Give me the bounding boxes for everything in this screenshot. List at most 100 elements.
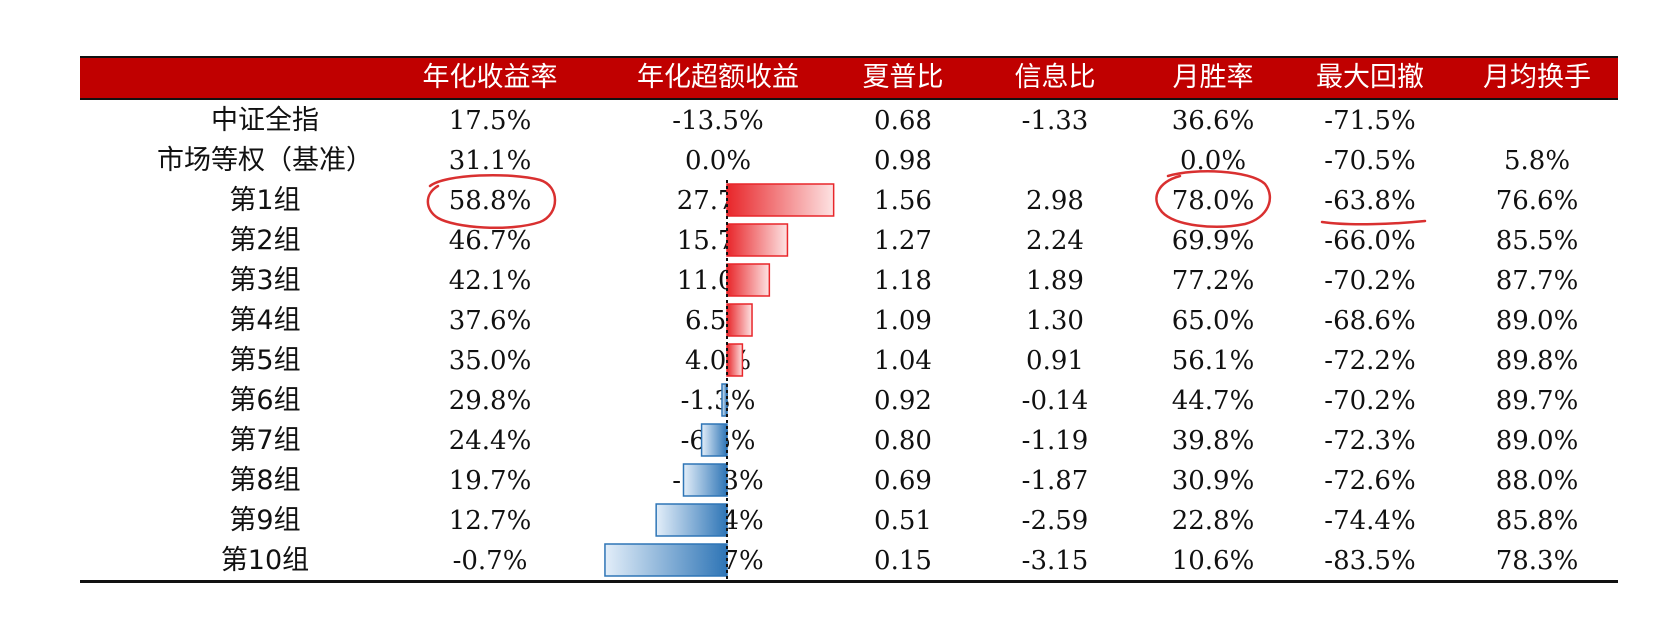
row-name: 第7组 — [229, 425, 301, 456]
row-name: 第10组 — [220, 545, 310, 576]
header-max-drawdown: 最大回撤 — [1316, 62, 1424, 93]
annual-return-cell: 42.1% — [448, 266, 532, 296]
turnover-cell: 5.8% — [1503, 146, 1571, 176]
excess-return-cell: 6.5% — [684, 306, 752, 336]
table-header: 年化收益率 年化超额收益 夏普比 信息比 月胜率 最大回撤 月均换手 — [80, 56, 1618, 98]
annual-return-cell: 17.5% — [448, 106, 532, 136]
header-info-ratio: 信息比 — [1014, 62, 1096, 93]
sharpe-cell: 0.69 — [874, 466, 932, 496]
annual-return-cell: 29.8% — [448, 386, 532, 416]
excess-return-cell: -1.3% — [680, 386, 756, 416]
info-ratio-cell: -1.87 — [1021, 466, 1089, 496]
win-rate-cell: 56.1% — [1171, 346, 1255, 376]
win-rate-cell: 0.0% — [1179, 146, 1247, 176]
row-name: 第6组 — [229, 385, 301, 416]
row-name: 第8组 — [229, 465, 301, 496]
excess-return-cell: 27.7% — [676, 186, 760, 216]
table-row: 第5组 35.0% 4.0% 1.04 0.91 56.1% -72.2% 89.8% — [80, 340, 1618, 380]
win-rate-cell: 78.0% — [1171, 186, 1255, 216]
sharpe-cell: 0.68 — [874, 106, 932, 136]
row-name: 第9组 — [229, 505, 301, 536]
sharpe-cell: 0.92 — [874, 386, 932, 416]
annual-return-cell: 24.4% — [448, 426, 532, 456]
max-drawdown-cell: -70.5% — [1324, 146, 1416, 176]
row-name: 市场等权（基准） — [157, 145, 373, 176]
sharpe-cell: 1.18 — [874, 266, 932, 296]
sharpe-cell: 1.56 — [874, 186, 932, 216]
excess-return-cell: 4.0% — [684, 346, 752, 376]
annual-return-cell: 35.0% — [448, 346, 532, 376]
info-ratio-cell: 2.24 — [1026, 226, 1084, 256]
row-name: 第1组 — [229, 185, 301, 216]
max-drawdown-cell: -72.2% — [1324, 346, 1416, 376]
turnover-cell: 78.3% — [1495, 546, 1579, 576]
info-ratio-cell: -0.14 — [1021, 386, 1089, 416]
annual-return-cell: 19.7% — [448, 466, 532, 496]
turnover-cell: 88.0% — [1495, 466, 1579, 496]
max-drawdown-cell: -70.2% — [1324, 386, 1416, 416]
turnover-cell: 89.7% — [1495, 386, 1579, 416]
sharpe-cell: 0.98 — [874, 146, 932, 176]
annual-return-cell: 31.1% — [448, 146, 532, 176]
table-row: 市场等权（基准） 31.1% 0.0% 0.98 0.0% -70.5% 5.8% — [80, 140, 1618, 180]
max-drawdown-cell: -74.4% — [1324, 506, 1416, 536]
sharpe-cell: 1.04 — [874, 346, 932, 376]
max-drawdown-cell: -68.6% — [1324, 306, 1416, 336]
turnover-cell: 89.0% — [1495, 306, 1579, 336]
turnover-cell: 89.8% — [1495, 346, 1579, 376]
turnover-cell: 89.0% — [1495, 426, 1579, 456]
excess-return-cell: -31.7% — [672, 546, 764, 576]
table-row: 第2组 46.7% 15.7% 1.27 2.24 69.9% -66.0% 85.5% — [80, 220, 1618, 260]
header-sharpe: 夏普比 — [862, 62, 944, 93]
excess-return-cell: 0.0% — [684, 146, 752, 176]
row-name: 第5组 — [229, 345, 301, 376]
annual-return-cell: 46.7% — [448, 226, 532, 256]
table-row: 第3组 42.1% 11.0% 1.18 1.89 77.2% -70.2% 87.7% — [80, 260, 1618, 300]
row-name: 第4组 — [229, 305, 301, 336]
sharpe-cell: 0.51 — [874, 506, 932, 536]
excess-return-cell: -11.3% — [672, 466, 764, 496]
table-body: 中证全指 17.5% -13.5% 0.68 -1.33 36.6% -71.5% 市场等权（… — [80, 98, 1618, 580]
table-row: 第7组 24.4% -6.6% 0.80 -1.19 39.8% -72.3% 89.0% — [80, 420, 1618, 460]
sharpe-cell: 1.09 — [874, 306, 932, 336]
table-row: 第6组 29.8% -1.3% 0.92 -0.14 44.7% -70.2% 89.7% — [80, 380, 1618, 420]
excess-return-cell: 11.0% — [676, 266, 760, 296]
turnover-cell: 87.7% — [1495, 266, 1579, 296]
win-rate-cell: 39.8% — [1171, 426, 1255, 456]
annual-return-cell: 12.7% — [448, 506, 532, 536]
table-row: 第1组 58.8% 27.7% 1.56 2.98 78.0% -63.8% 76.6% — [80, 180, 1618, 220]
annual-return-cell: 58.8% — [448, 186, 532, 216]
excess-return-cell: 15.7% — [676, 226, 760, 256]
info-ratio-cell: -1.33 — [1021, 106, 1089, 136]
header-turnover: 月均换手 — [1483, 62, 1591, 93]
info-ratio-cell: -2.59 — [1021, 506, 1089, 536]
annual-return-cell: -0.7% — [452, 546, 528, 576]
table-row: 第8组 19.7% -11.3% 0.69 -1.87 30.9% -72.6% 88.0% — [80, 460, 1618, 500]
sharpe-cell: 1.27 — [874, 226, 932, 256]
sharpe-cell: 0.80 — [874, 426, 932, 456]
win-rate-cell: 69.9% — [1171, 226, 1255, 256]
turnover-cell: 76.6% — [1495, 186, 1579, 216]
sharpe-cell: 0.15 — [874, 546, 932, 576]
max-drawdown-cell: -72.6% — [1324, 466, 1416, 496]
max-drawdown-cell: -83.5% — [1324, 546, 1416, 576]
row-name: 第2组 — [229, 225, 301, 256]
info-ratio-cell: -1.19 — [1021, 426, 1089, 456]
win-rate-cell: 44.7% — [1171, 386, 1255, 416]
bottom-rule — [80, 580, 1618, 583]
excess-return-cell: -18.4% — [672, 506, 764, 536]
max-drawdown-cell: -70.2% — [1324, 266, 1416, 296]
header-excess-return: 年化超额收益 — [637, 62, 799, 93]
header-win-rate: 月胜率 — [1172, 62, 1254, 93]
max-drawdown-cell: -72.3% — [1324, 426, 1416, 456]
annual-return-cell: 37.6% — [448, 306, 532, 336]
win-rate-cell: 36.6% — [1171, 106, 1255, 136]
header-annual-return: 年化收益率 — [422, 62, 558, 93]
performance-table: 年化收益率 年化超额收益 夏普比 信息比 月胜率 最大回撤 月均换手 中证全指 17.5% -1… — [80, 56, 1618, 583]
info-ratio-cell: 1.89 — [1026, 266, 1084, 296]
table-row: 第4组 37.6% 6.5% 1.09 1.30 65.0% -68.6% 89.0% — [80, 300, 1618, 340]
row-name: 中证全指 — [211, 105, 319, 136]
row-name: 第3组 — [229, 265, 301, 296]
table-row: 第9组 12.7% -18.4% 0.51 -2.59 22.8% -74.4% 85.8% — [80, 500, 1618, 540]
table-row: 中证全指 17.5% -13.5% 0.68 -1.33 36.6% -71.5% — [80, 100, 1618, 140]
